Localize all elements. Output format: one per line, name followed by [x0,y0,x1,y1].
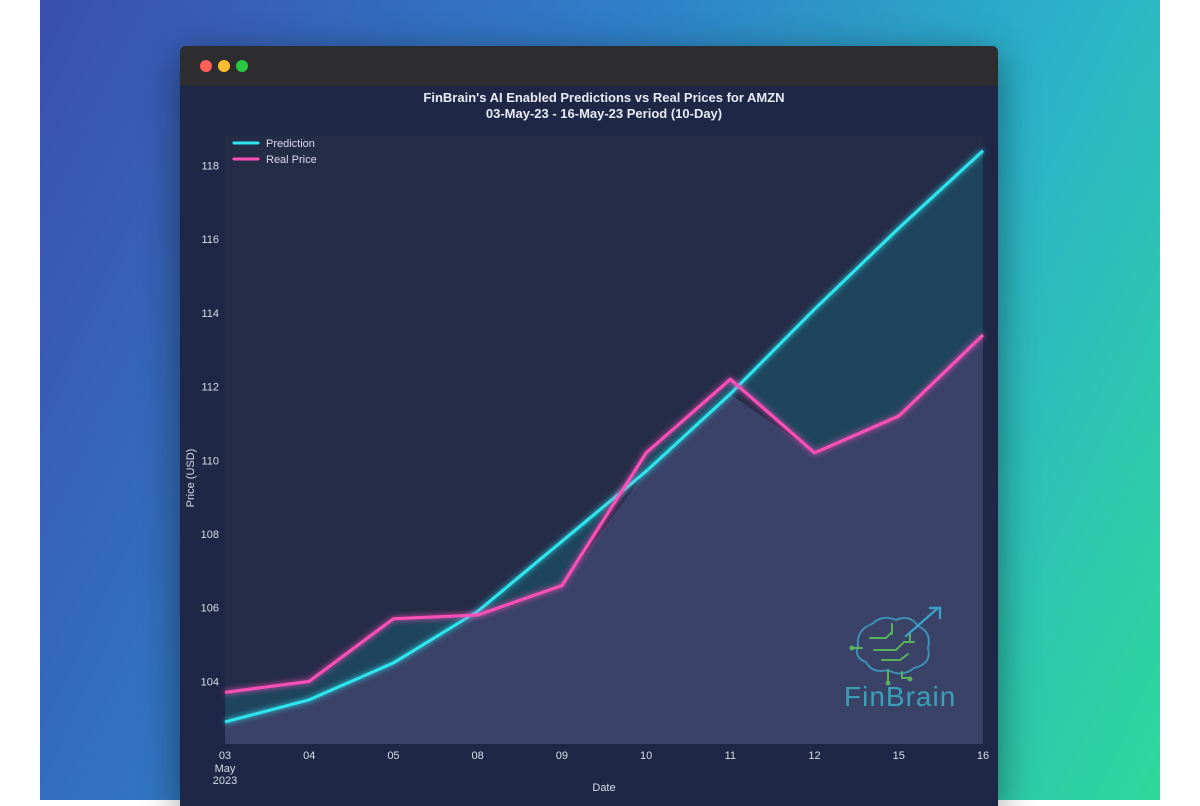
x-tick-label: 15 [893,750,905,762]
x-tick-label: 03 [219,750,231,762]
legend-label-real-price: Real Price [266,154,317,166]
y-axis-ticks: 104 106 108 110 112 114 116 118 [201,160,219,688]
y-axis-label: Price (USD) [185,449,197,508]
y-tick-label: 106 [201,603,219,615]
x-tick-label: 08 [472,750,484,762]
area-fill-layer [225,150,983,744]
app-window: 104 106 108 110 112 114 116 118 03 04 05 08 09 10 11 1… [180,46,998,806]
legend: Prediction Real Price [232,138,317,166]
close-window-button[interactable] [200,60,212,72]
x-tick-label: 10 [640,750,652,762]
x-tick-label: 12 [808,750,820,762]
under-area [225,334,983,744]
y-tick-label: 116 [201,234,219,246]
x-tick-label: 05 [387,750,399,762]
logo-text: FinBrain [844,681,956,712]
real-price-line [224,333,985,694]
series-lines [224,149,985,724]
finbrain-logo: FinBrain [844,606,956,712]
y-tick-label: 112 [201,382,219,394]
y-tick-label: 108 [201,529,219,541]
legend-label-prediction: Prediction [266,138,315,150]
x-tick-label: 11 [725,750,736,762]
y-tick-label: 118 [201,160,219,172]
x-tick-sublabel: May [215,763,236,775]
chart-subtitle: 03-May-23 - 16-May-23 Period (10-Day) [486,106,722,121]
y-tick-label: 104 [201,676,219,688]
x-tick-sublabel: 2023 [213,775,237,787]
brain-circuit-icon [849,606,942,686]
chart-title: FinBrain's AI Enabled Predictions vs Rea… [423,90,784,105]
price-chart: 104 106 108 110 112 114 116 118 03 04 05 08 09 10 11 1… [185,90,989,794]
gap-area [225,150,983,722]
minimize-window-button[interactable] [218,60,230,72]
zoom-window-button[interactable] [236,60,248,72]
y-tick-label: 110 [201,455,219,467]
x-tick-label: 16 [977,750,989,762]
window-titlebar [180,46,998,86]
x-tick-label: 09 [556,750,568,762]
x-axis-label: Date [592,782,615,794]
prediction-line [224,149,985,724]
x-tick-label: 04 [303,750,315,762]
y-tick-label: 114 [201,308,219,320]
